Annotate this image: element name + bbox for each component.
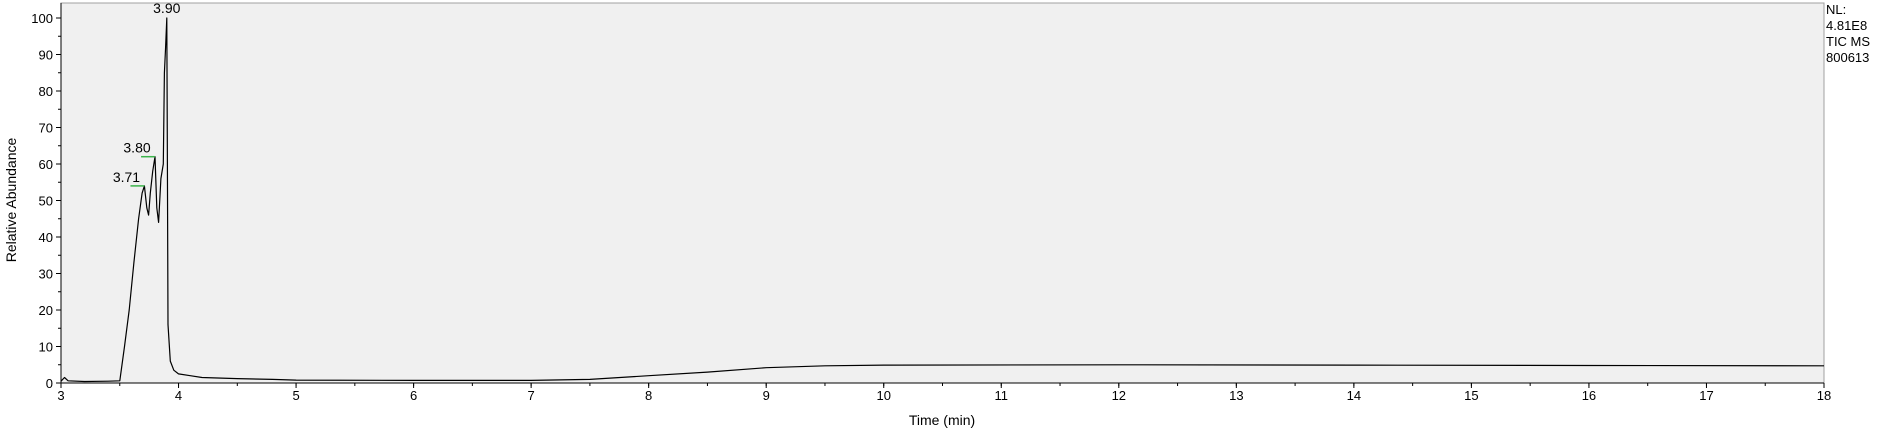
peak-label: 3.90 <box>153 0 180 16</box>
x-tick-label: 14 <box>1347 388 1361 403</box>
sample-id: 800613 <box>1826 50 1870 65</box>
x-tick-label: 5 <box>292 388 299 403</box>
x-tick-label: 15 <box>1464 388 1478 403</box>
tic-trace <box>60 17 1825 383</box>
plot-area <box>60 2 1825 384</box>
x-tick-label: 3 <box>57 388 64 403</box>
x-tick-label: 12 <box>1112 388 1126 403</box>
y-tick-label: 40 <box>39 230 53 245</box>
y-tick-label: 20 <box>39 303 53 318</box>
y-tick-label: 60 <box>39 157 53 172</box>
nl-value: 4.81E8 <box>1826 18 1868 33</box>
y-tick-label: 90 <box>39 48 53 63</box>
info-panel: NL: 4.81E8 TIC MS 800613 <box>1826 2 1870 66</box>
peak-annotations: 3.71 3.80 3.90 <box>113 0 181 187</box>
y-axis-title: Relative Abundance <box>3 138 19 263</box>
data-series <box>60 17 1825 383</box>
y-tick-label: 100 <box>31 11 53 26</box>
x-tick-label: 17 <box>1699 388 1713 403</box>
x-axis: 3 4 5 6 7 8 9 10 11 12 13 14 15 16 17 18 <box>57 382 1831 403</box>
x-tick-label: 8 <box>645 388 652 403</box>
y-tick-label: 70 <box>39 121 53 136</box>
x-tick-label: 10 <box>876 388 890 403</box>
scan-type: TIC MS <box>1826 34 1871 49</box>
y-axis: 0 10 20 30 40 50 60 70 80 90 100 <box>31 3 62 391</box>
y-tick-label: 30 <box>39 267 53 282</box>
peak-label: 3.71 <box>113 169 140 185</box>
x-tick-label: 11 <box>995 388 1009 403</box>
peak-label: 3.80 <box>123 140 150 156</box>
y-tick-label: 0 <box>46 376 53 391</box>
x-tick-label: 4 <box>175 388 182 403</box>
x-axis-title: Time (min) <box>909 412 975 428</box>
x-tick-label: 16 <box>1582 388 1596 403</box>
x-tick-label: 6 <box>410 388 417 403</box>
x-tick-label: 9 <box>763 388 770 403</box>
nl-label: NL: <box>1826 2 1847 17</box>
x-tick-label: 7 <box>528 388 535 403</box>
x-tick-label: 13 <box>1229 388 1243 403</box>
y-tick-label: 80 <box>39 84 53 99</box>
x-tick-label: 18 <box>1817 388 1831 403</box>
y-tick-label: 10 <box>39 340 53 355</box>
y-tick-label: 50 <box>39 194 53 209</box>
